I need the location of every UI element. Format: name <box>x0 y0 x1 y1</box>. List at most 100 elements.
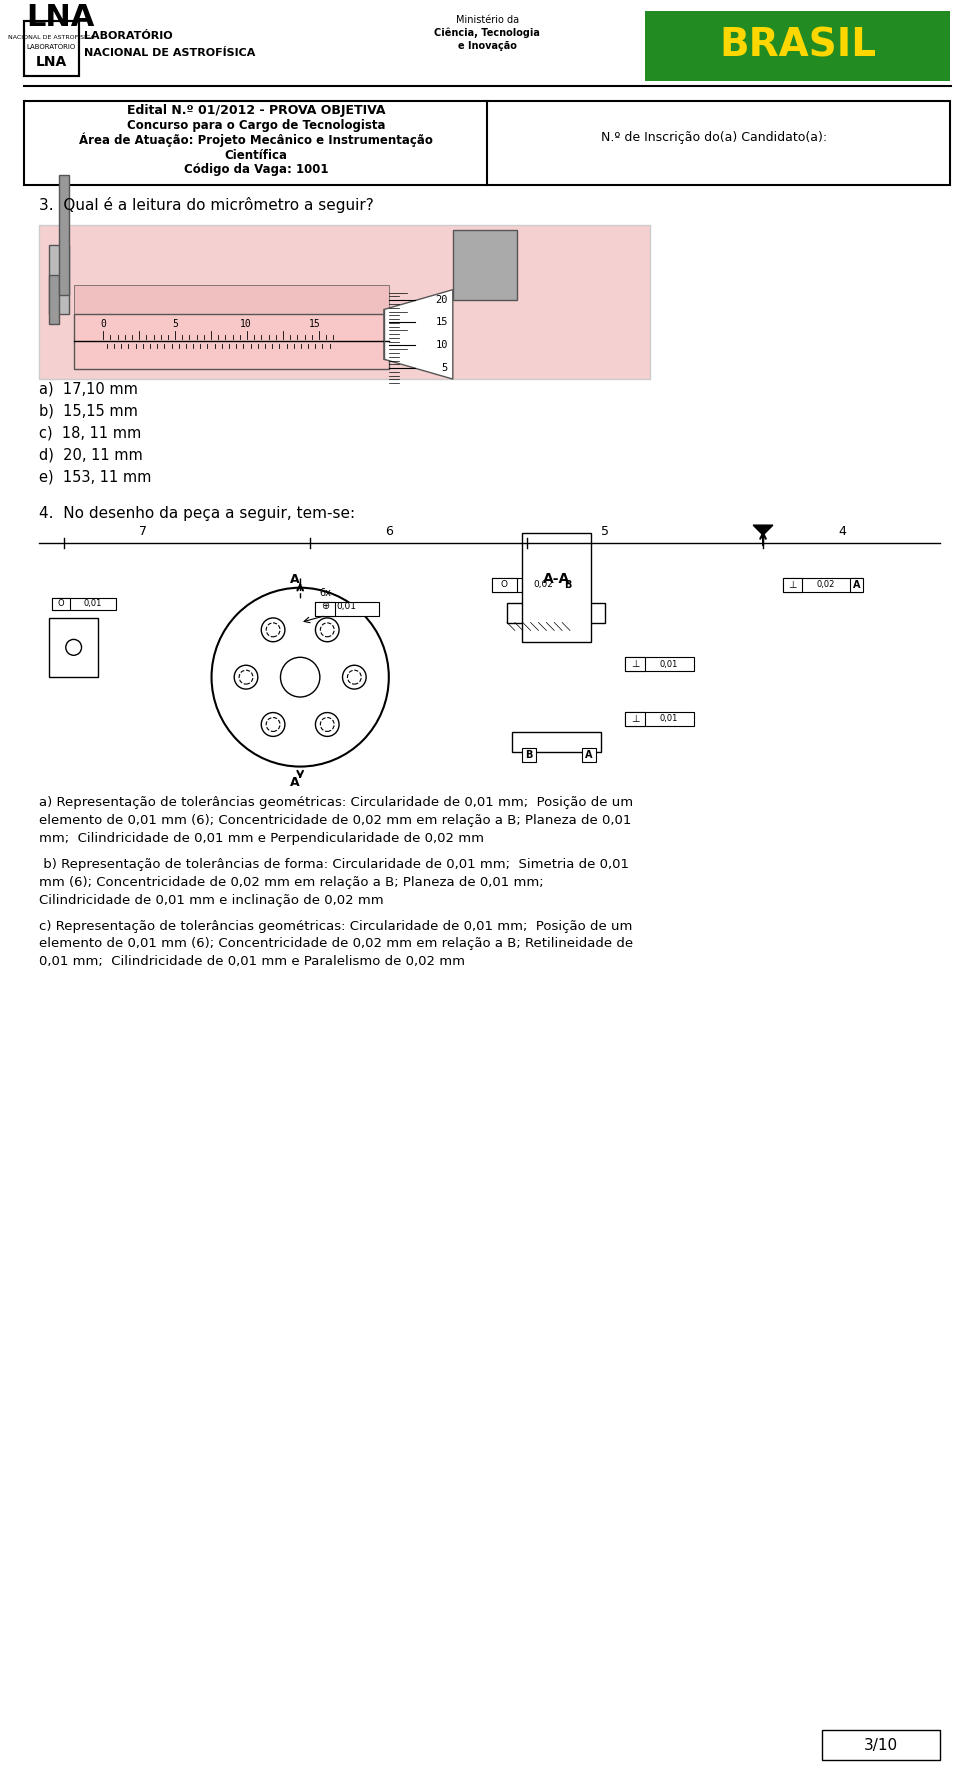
Bar <box>39 225 650 379</box>
Text: 7: 7 <box>138 525 147 538</box>
Bar <box>782 579 861 591</box>
Text: LNA: LNA <box>36 55 66 70</box>
Text: 6: 6 <box>385 525 393 538</box>
Text: 3/10: 3/10 <box>864 1738 899 1752</box>
Text: 0,02: 0,02 <box>534 580 553 589</box>
Text: O: O <box>500 580 508 589</box>
Text: 3.  Qual é a leitura do micrômetro a seguir?: 3. Qual é a leitura do micrômetro a segu… <box>39 196 374 213</box>
Text: ⊥: ⊥ <box>631 714 639 723</box>
Circle shape <box>234 664 258 689</box>
Text: elemento de 0,01 mm (6); Concentricidade de 0,02 mm em relação a B; Planeza de 0: elemento de 0,01 mm (6); Concentricidade… <box>39 814 632 827</box>
Text: ⊥: ⊥ <box>631 659 639 670</box>
Text: 5: 5 <box>442 363 448 373</box>
Polygon shape <box>384 289 453 379</box>
Text: NACIONAL DE ASTROFÍSICA: NACIONAL DE ASTROFÍSICA <box>8 36 94 41</box>
Text: 0,02: 0,02 <box>817 580 835 589</box>
Text: mm;  Cilindricidade de 0,01 mm e Perpendicularidade de 0,02 mm: mm; Cilindricidade de 0,01 mm e Perpendi… <box>39 832 484 845</box>
Bar <box>507 602 606 623</box>
Text: 6x: 6x <box>320 588 332 598</box>
Text: Área de Atuação: Projeto Mecânico e Instrumentação: Área de Atuação: Projeto Mecânico e Inst… <box>79 132 433 146</box>
Text: A: A <box>290 573 300 586</box>
Text: 20: 20 <box>436 295 448 305</box>
Bar <box>52 598 70 609</box>
Bar <box>49 275 59 325</box>
Text: 5: 5 <box>602 525 610 538</box>
Text: 4.  No desenho da peça a seguir, tem-se:: 4. No desenho da peça a seguir, tem-se: <box>39 505 355 522</box>
Text: A-A: A-A <box>542 572 570 586</box>
Bar <box>52 598 116 609</box>
Text: LNA: LNA <box>26 4 95 32</box>
Text: elemento de 0,01 mm (6); Concentricidade de 0,02 mm em relação a B; Retilineidad: elemento de 0,01 mm (6); Concentricidade… <box>39 938 634 950</box>
Bar <box>492 579 516 591</box>
Circle shape <box>211 588 389 766</box>
Circle shape <box>343 664 366 689</box>
Text: 0,01: 0,01 <box>660 714 678 723</box>
Bar <box>49 618 98 677</box>
Text: A: A <box>290 777 300 789</box>
Text: Código da Vaga: 1001: Código da Vaga: 1001 <box>183 163 328 177</box>
Bar <box>24 21 79 77</box>
Text: b)  15,15 mm: b) 15,15 mm <box>39 404 138 420</box>
Text: 0: 0 <box>100 320 107 329</box>
Circle shape <box>261 618 285 641</box>
Text: a) Representação de tolerâncias geométricas: Circularidade de 0,01 mm;  Posição : a) Representação de tolerâncias geométri… <box>39 797 634 809</box>
Text: 15: 15 <box>309 320 321 329</box>
Text: A: A <box>852 580 860 589</box>
Text: 0,01: 0,01 <box>84 598 102 607</box>
Bar <box>24 21 79 77</box>
Polygon shape <box>754 525 773 536</box>
Text: N.º de Inscrição do(a) Candidato(a):: N.º de Inscrição do(a) Candidato(a): <box>601 130 827 143</box>
Bar <box>625 657 694 672</box>
Bar <box>453 230 516 300</box>
Bar <box>625 657 645 672</box>
Text: 4: 4 <box>838 525 846 538</box>
Text: d)  20, 11 mm: d) 20, 11 mm <box>39 448 143 463</box>
Text: 0,01 mm;  Cilindricidade de 0,01 mm e Paralelismo de 0,02 mm: 0,01 mm; Cilindricidade de 0,01 mm e Par… <box>39 956 466 968</box>
Bar <box>49 245 69 314</box>
Bar <box>24 100 950 186</box>
Bar <box>315 602 379 616</box>
Bar <box>582 748 595 761</box>
Text: Edital N.º 01/2012 - PROVA OBJETIVA: Edital N.º 01/2012 - PROVA OBJETIVA <box>127 104 385 116</box>
Text: B: B <box>564 580 572 589</box>
Bar <box>492 579 571 591</box>
Text: B: B <box>525 750 533 759</box>
Bar <box>850 579 863 591</box>
Bar <box>562 579 575 591</box>
Text: LABORATÓRIO: LABORATÓRIO <box>84 32 172 41</box>
Bar <box>74 314 389 370</box>
Text: c)  18, 11 mm: c) 18, 11 mm <box>39 425 141 441</box>
Circle shape <box>261 713 285 736</box>
Text: GOVERNO FEDERAL: GOVERNO FEDERAL <box>729 11 798 18</box>
Bar <box>512 732 601 752</box>
Circle shape <box>316 618 339 641</box>
Text: O: O <box>58 598 64 607</box>
Text: 0,01: 0,01 <box>660 659 678 668</box>
Text: BRASIL: BRASIL <box>719 27 876 64</box>
Bar <box>625 713 694 725</box>
Text: NACIONAL DE ASTROFÍSICA: NACIONAL DE ASTROFÍSICA <box>84 48 255 59</box>
Text: Científica: Científica <box>225 148 287 161</box>
Text: LABORATÓRIO: LABORATÓRIO <box>26 43 76 50</box>
Text: PAÍS RICO É PAÍS SEM POBREZA: PAÍS RICO É PAÍS SEM POBREZA <box>737 73 857 82</box>
Bar <box>74 329 389 364</box>
Circle shape <box>316 713 339 736</box>
Text: 5: 5 <box>172 320 178 329</box>
Text: ⊥: ⊥ <box>788 580 797 589</box>
Bar <box>521 532 590 643</box>
Bar <box>521 748 536 761</box>
Text: mm (6); Concentricidade de 0,02 mm em relação a B; Planeza de 0,01 mm;: mm (6); Concentricidade de 0,02 mm em re… <box>39 875 543 889</box>
Text: ⊕: ⊕ <box>321 600 329 611</box>
Text: 10: 10 <box>240 320 252 329</box>
Text: Concurso para o Cargo de Tecnologista: Concurso para o Cargo de Tecnologista <box>127 118 385 132</box>
Bar <box>782 579 803 591</box>
Text: e)  153, 11 mm: e) 153, 11 mm <box>39 470 152 484</box>
Bar <box>822 1731 940 1761</box>
Text: 15: 15 <box>436 318 448 327</box>
Bar <box>645 11 950 80</box>
Text: Cilindricidade de 0,01 mm e inclinação de 0,02 mm: Cilindricidade de 0,01 mm e inclinação d… <box>39 893 384 907</box>
Bar <box>74 284 389 329</box>
Circle shape <box>280 657 320 697</box>
Text: e Inovação: e Inovação <box>458 41 516 52</box>
Bar <box>315 602 335 616</box>
